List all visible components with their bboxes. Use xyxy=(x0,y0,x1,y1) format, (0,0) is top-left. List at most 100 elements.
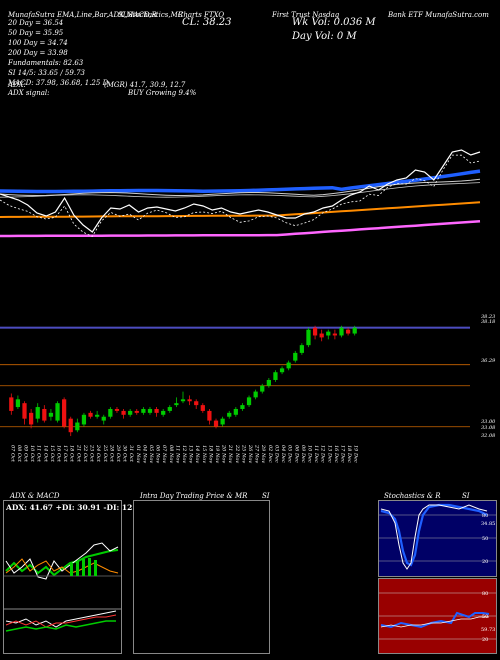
candle-body xyxy=(42,408,47,421)
x-tick-label: 17 Oct xyxy=(62,445,68,463)
x-tick-label: 25 Nov xyxy=(240,444,246,463)
candle-body xyxy=(312,327,318,336)
price-label: 36.29 xyxy=(481,358,496,364)
x-tick-label: 07 Oct xyxy=(9,445,15,463)
x-tick-label: 08 Nov xyxy=(168,445,174,463)
candle-body xyxy=(332,333,337,336)
candle-body xyxy=(286,362,291,369)
x-tick-label: 03 Dec xyxy=(273,445,279,463)
adx-lines xyxy=(4,542,121,632)
stoch-tick-20: 20 xyxy=(482,559,488,565)
ema-slow-line xyxy=(0,201,481,218)
candle-body xyxy=(121,410,126,415)
candle-body xyxy=(95,414,100,417)
candle-body xyxy=(154,408,159,413)
x-tick-label: 13 Nov xyxy=(188,445,194,463)
si-label: SI 14/5: 33.65 / 59.73 xyxy=(8,69,85,77)
header-company2: Bank ETF MunafaSutra.com xyxy=(388,11,489,19)
header-chart-name: Charts FTXO xyxy=(178,11,225,19)
candle-body xyxy=(345,329,351,334)
x-tick-label: 18 Dec xyxy=(346,445,352,463)
candle-body xyxy=(339,327,344,336)
macd-label: MACD: 37.98, 36.68, 1.25 D xyxy=(8,79,109,87)
rsi-lines: 80 50 20 59.73 xyxy=(379,591,496,643)
candle-body xyxy=(167,407,172,411)
x-tick-label: 20 Nov xyxy=(221,444,227,463)
candle-body xyxy=(62,399,67,427)
x-tick-label: 30 Oct xyxy=(122,445,128,463)
ema100-label: 100 Day = 34.74 xyxy=(8,39,68,47)
x-tick-label: 04 Dec xyxy=(280,445,286,463)
x-tick-label: 07 Nov xyxy=(161,445,167,463)
x-tick-label: 28 Oct xyxy=(108,444,114,463)
x-tick-label: 26 Nov xyxy=(247,444,253,463)
x-tick-label: 09 Oct xyxy=(23,445,29,463)
x-tick-label: 29 Nov xyxy=(260,444,266,463)
x-tick-label: 31 Oct xyxy=(128,445,134,463)
x-tick-label: 18 Nov xyxy=(207,445,213,463)
price-label: 32.08 xyxy=(481,433,495,439)
adx-panel-title: ADX & MACD xyxy=(10,492,60,500)
price-line xyxy=(0,149,481,233)
candle-body xyxy=(29,412,34,425)
adx-panel: ADX: 41.67 +DI: 30.91 -DI: 12.73 xyxy=(3,500,145,654)
x-tick-label: 05 Dec xyxy=(287,445,293,463)
candle-body xyxy=(88,412,93,417)
rsi-tick-80: 80 xyxy=(482,591,488,597)
x-tick-label: 06 Nov xyxy=(155,445,161,463)
candle-body xyxy=(246,397,252,406)
candle-body xyxy=(213,420,219,427)
candle-body xyxy=(48,412,54,417)
x-tick-label: 11 Oct xyxy=(36,445,42,463)
price-dotted-line xyxy=(0,154,481,237)
x-tick-label: 21 Oct xyxy=(75,444,81,463)
ema-mid2-line xyxy=(0,182,481,198)
x-tick-label: 22 Nov xyxy=(234,444,240,463)
x-tick-label: 08 Oct xyxy=(16,445,22,463)
x-tick-label: 10 Oct xyxy=(29,445,35,463)
candle-body xyxy=(187,399,192,402)
stoch-panel-title: Stochastics & R xyxy=(384,492,441,500)
candle-body xyxy=(147,408,153,413)
adx-signal-value: BUY Growing 9.4% xyxy=(128,89,197,97)
candle-body xyxy=(108,408,113,417)
x-tick-label: 27 Nov xyxy=(254,444,260,463)
candle-body xyxy=(35,407,40,419)
candle-body xyxy=(134,410,139,413)
x-tick-label: 19 Nov xyxy=(214,445,220,463)
candle-body xyxy=(22,403,27,419)
x-tick-label: 17 Dec xyxy=(339,445,345,463)
candle-body xyxy=(306,329,311,346)
candle-body xyxy=(260,385,265,392)
x-tick-label: 04 Nov xyxy=(141,445,147,463)
candle-body xyxy=(207,410,212,421)
x-tick-label: 05 Nov xyxy=(148,445,154,463)
adx-label: ADX: xyxy=(8,81,27,89)
x-tick-label: 19 Dec xyxy=(353,445,359,463)
ema20-label: 20 Day = 36.54 xyxy=(8,19,64,27)
x-tick-label: 25 Oct xyxy=(102,444,108,463)
rsi-corner: 59.73 xyxy=(481,627,495,633)
candle-body xyxy=(55,403,60,421)
ema50-label: 50 Day = 35.95 xyxy=(8,29,64,37)
x-tick-label: 29 Oct xyxy=(115,444,121,463)
candle-body xyxy=(9,397,14,411)
x-tick-label: 13 Dec xyxy=(326,445,332,463)
ema-mid-line xyxy=(0,178,481,197)
x-tick-label: 16 Oct xyxy=(56,445,62,463)
fundamentals-label: Fundamentals: 82.63 xyxy=(8,59,84,67)
candle-body xyxy=(266,379,271,386)
ema-long-line xyxy=(0,219,481,238)
x-tick-label: 11 Dec xyxy=(313,445,319,463)
candle-body xyxy=(141,408,146,413)
adx-signal-label: ADX signal: xyxy=(8,89,50,97)
intra-panel-si: SI xyxy=(262,492,270,500)
adx-panel-values: ADX: 41.67 +DI: 30.91 -DI: 12.73 xyxy=(6,503,146,512)
stoch-tick-80: 80 xyxy=(482,513,488,519)
ema200-label: 200 Day = 33.98 xyxy=(8,49,68,57)
price-label: 38.18 xyxy=(481,319,495,325)
x-tick-label: 12 Dec xyxy=(320,445,326,463)
x-tick-label: 15 Nov xyxy=(201,445,207,463)
x-tick-label: 02 Dec xyxy=(267,445,273,463)
